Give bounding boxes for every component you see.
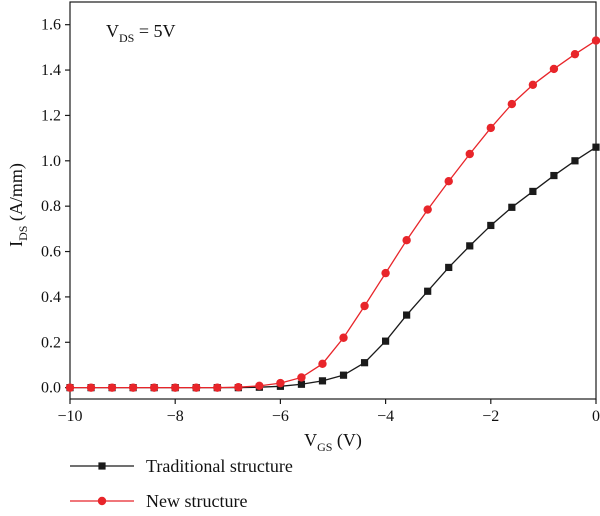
data-point [360,301,369,311]
annotation-rest: = 5V [134,21,175,41]
data-point [360,359,369,367]
data-point [486,123,495,133]
data-point [528,80,538,90]
data-point [192,383,201,392]
x-tick-label: −6 [272,408,289,425]
series-line [70,40,597,389]
data-point [339,371,348,379]
data-point [339,333,348,342]
data-point [487,221,495,230]
data-point [213,383,222,392]
annotation: VDS = 5V [106,21,176,45]
legend-marker [97,496,107,506]
data-point [382,337,390,345]
data-point [570,49,580,59]
data-point [107,383,117,392]
data-point [276,378,285,388]
data-point [445,263,453,272]
data-point [507,99,517,109]
y-tick-label: 1.0 [41,153,61,170]
data-point [571,157,579,165]
data-point [297,380,306,388]
data-point [318,359,327,369]
legend-label: New structure [146,491,247,511]
y-axis-label-sub: DS [16,226,30,241]
data-point [591,36,600,45]
legend-marker [98,462,106,470]
data-point [402,236,411,245]
x-tick-label: 0 [592,408,600,425]
y-axis-label-main: I [6,241,26,247]
annotation-main: V [106,21,119,41]
plot-area: −10 −8 −6 −4 −2 0 0.0 0.2 0.4 0.6 0.8 1.0 1.2 1.4 1.6 [41,1,600,425]
data-point [444,177,453,186]
data-point [466,242,474,250]
x-tick-label: −2 [482,408,499,425]
data-point [65,383,75,392]
y-tick-label: 1.6 [41,17,61,34]
y-axis-label-rest: (A/mm) [6,163,27,226]
x-axis-label-rest: (V) [332,430,362,451]
data-point [171,383,180,392]
y-tick-label: 0.4 [41,289,61,306]
legend-label: Traditional structure [146,456,293,476]
legend: Traditional structure New structure [70,456,293,511]
x-axis-label-main: V [304,430,317,450]
y-tick-label: 0.8 [41,198,61,215]
x-axis-label: VGS (V) [304,430,362,454]
data-point [465,149,474,159]
x-tick-label: −4 [377,408,394,425]
data-point [424,287,432,295]
data-point [592,143,600,151]
data-point [297,373,306,382]
y-tick-label: 1.4 [41,62,61,79]
annotation-sub: DS [119,31,134,45]
y-tick-label: 0.2 [41,334,61,351]
data-point [508,203,516,211]
data-point [550,171,558,180]
data-point [149,383,159,392]
plot-frame [69,1,597,400]
y-tick-label: 1.2 [41,107,61,124]
y-axis-label: IDS (A/mm) [6,163,30,247]
data-point [234,383,243,392]
y-tick-label: 0.6 [41,244,61,261]
data-point [128,383,138,392]
data-point [255,381,264,391]
x-axis-label-sub: GS [317,440,332,454]
data-point [423,205,432,214]
data-point [381,268,390,278]
x-tick-label: −8 [167,408,184,425]
data-point [318,377,327,385]
y-tick-label: 0.0 [41,380,61,397]
x-tick-label: −10 [57,408,82,425]
data-point [86,383,96,392]
data-point [529,187,537,196]
data-point [403,311,411,319]
data-point [549,64,559,74]
